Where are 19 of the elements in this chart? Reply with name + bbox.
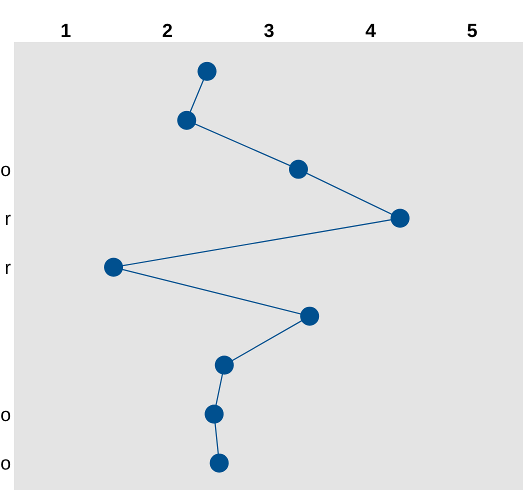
point	[300, 306, 320, 326]
point	[198, 62, 217, 81]
x-tick-label: 5	[466, 21, 478, 42]
y-tick-label: o	[0, 404, 11, 426]
point	[210, 454, 229, 473]
point	[204, 404, 224, 424]
point	[177, 110, 196, 130]
point	[214, 356, 234, 375]
y-tick-label: r	[4, 208, 12, 230]
x-tick-label: 2	[162, 21, 173, 42]
x-tick-label: 3	[264, 21, 274, 42]
point	[104, 258, 124, 277]
y-tick-label: o	[0, 160, 11, 181]
point	[390, 208, 410, 228]
y-tick-label: o	[0, 454, 11, 475]
y-tick-label: r	[4, 258, 12, 279]
x-tick-label: 4	[365, 21, 376, 42]
point	[288, 160, 308, 179]
x-tick-label: 1	[60, 21, 72, 42]
